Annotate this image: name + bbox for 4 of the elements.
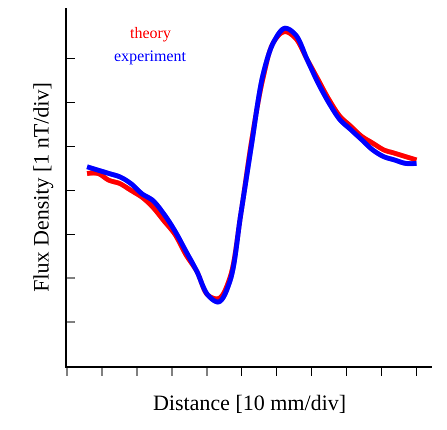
text: experiment (114, 48, 187, 65)
y-axis-title: Flux Density [1 nT/div] (28, 82, 54, 292)
x-axis-title: Distance [10 mm/div] (152, 390, 346, 416)
text: theory (130, 25, 171, 42)
